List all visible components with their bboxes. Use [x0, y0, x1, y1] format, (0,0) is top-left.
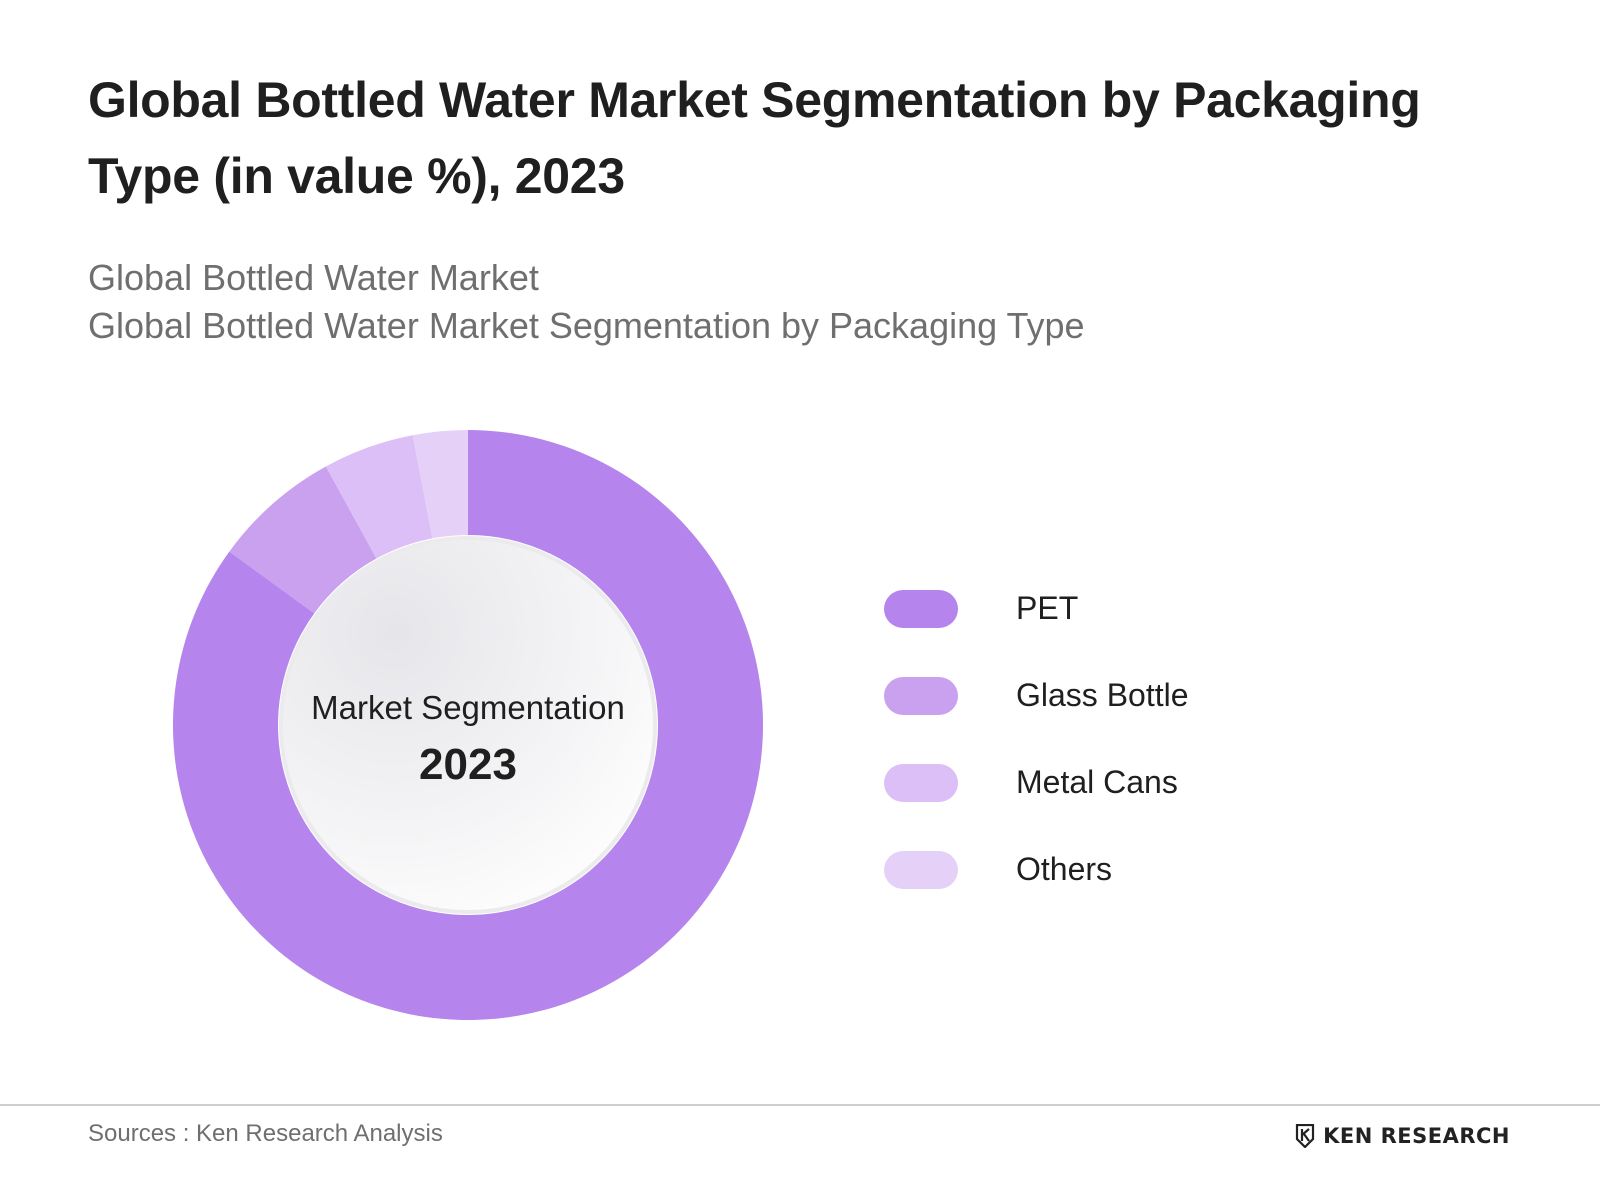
legend-item-glass-bottle: Glass Bottle — [884, 652, 1189, 739]
donut-chart: Market Segmentation 2023 — [172, 430, 763, 1020]
legend-label: Glass Bottle — [1016, 677, 1189, 713]
legend-label: Metal Cans — [1016, 764, 1178, 800]
legend-item-pet: PET — [884, 565, 1189, 652]
footer-divider — [0, 1104, 1600, 1106]
legend-swatch — [884, 676, 958, 715]
legend-swatch — [884, 589, 958, 628]
legend-item-metal-cans: Metal Cans — [884, 739, 1189, 826]
subtitle-line-2: Global Bottled Water Market Segmentation… — [88, 305, 1085, 346]
source-note: Sources : Ken Research Analysis — [88, 1120, 443, 1147]
donut-slice-glass-bottle — [229, 466, 377, 614]
donut-slice-others — [412, 430, 468, 539]
ken-research-logo-icon — [1295, 1124, 1315, 1148]
legend-swatch — [884, 763, 958, 802]
center-year-text: 2023 — [419, 740, 517, 789]
center-label-text: Market Segmentation — [311, 689, 625, 726]
brand-name: KEN RESEARCH — [1323, 1124, 1510, 1148]
donut-slices — [172, 430, 763, 1020]
legend-swatch — [884, 850, 958, 889]
chart-title: Global Bottled Water Market Segmentation… — [88, 72, 1421, 204]
chart-subtitle: Global Bottled Water Market Global Bottl… — [88, 254, 1528, 350]
donut-center-face — [283, 540, 653, 910]
legend-label: Others — [1016, 851, 1113, 887]
legend-item-others: Others — [884, 826, 1189, 913]
brand-logo: KEN RESEARCH — [1295, 1124, 1510, 1148]
chart-legend: PET Glass Bottle Metal Cans Others — [884, 565, 1189, 913]
legend-label: PET — [1016, 590, 1079, 626]
subtitle-line-1: Global Bottled Water Market — [88, 257, 539, 298]
donut-slice-pet — [172, 430, 763, 1020]
donut-slice-metal-cans — [325, 435, 433, 559]
